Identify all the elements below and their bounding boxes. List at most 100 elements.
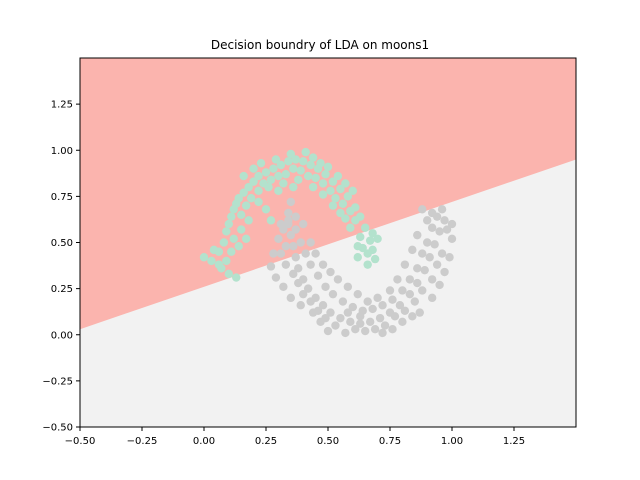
scatter-point-series-1 — [266, 216, 276, 225]
scatter-point-series-1 — [261, 168, 271, 177]
scatter-point-series-2 — [266, 262, 276, 271]
scatter-point-series-2 — [306, 260, 315, 269]
scatter-point-series-2 — [276, 249, 286, 258]
scatter-point-series-2 — [296, 238, 305, 247]
scatter-point-series-1 — [328, 177, 338, 186]
y-tick-label: 1.00 — [51, 146, 73, 157]
scatter-point-series-2 — [356, 312, 365, 321]
scatter-point-series-2 — [336, 313, 345, 323]
scatter-point-series-1 — [214, 260, 224, 269]
scatter-point-series-2 — [286, 293, 295, 303]
scatter-point-series-2 — [303, 284, 313, 293]
scatter-point-series-1 — [261, 205, 271, 214]
scatter-point-series-2 — [413, 230, 422, 240]
scatter-point-series-1 — [365, 236, 375, 245]
x-axis: −0.50 −0.25 0.00 0.25 0.50 0.75 1.00 1.25 — [65, 427, 525, 447]
x-tick-label: 0.00 — [193, 436, 215, 447]
scatter-point-series-1 — [291, 155, 300, 164]
scatter-point-series-2 — [286, 197, 295, 207]
scatter-point-series-2 — [331, 321, 340, 330]
scatter-point-series-2 — [375, 313, 385, 323]
scatter-point-series-2 — [351, 325, 360, 334]
scatter-point-series-1 — [331, 194, 340, 203]
scatter-point-series-2 — [410, 297, 419, 306]
scatter-point-series-1 — [246, 194, 256, 203]
scatter-point-series-2 — [353, 289, 362, 299]
scatter-point-series-1 — [289, 182, 298, 192]
scatter-point-series-1 — [311, 173, 320, 183]
scatter-point-series-2 — [423, 238, 432, 247]
scatter-point-series-2 — [415, 308, 424, 317]
scatter-point-series-1 — [209, 245, 219, 255]
scatter-points — [199, 147, 457, 338]
scatter-point-series-2 — [385, 286, 395, 295]
scatter-point-series-2 — [289, 269, 298, 279]
scatter-point-series-1 — [321, 170, 330, 179]
scatter-point-series-2 — [306, 238, 315, 247]
scatter-point-series-1 — [269, 164, 278, 173]
scatter-point-series-1 — [274, 171, 283, 181]
scatter-point-series-2 — [333, 275, 343, 284]
scatter-point-series-2 — [408, 312, 417, 321]
scatter-point-series-2 — [291, 253, 300, 262]
scatter-point-series-2 — [408, 245, 417, 255]
scatter-point-series-1 — [286, 149, 295, 159]
scatter-point-series-2 — [445, 253, 454, 262]
scatter-point-series-1 — [232, 273, 241, 282]
scatter-point-series-2 — [398, 317, 407, 327]
scatter-point-series-1 — [361, 223, 370, 232]
scatter-point-series-1 — [373, 234, 382, 244]
scatter-point-series-1 — [274, 186, 283, 196]
scatter-point-series-1 — [318, 179, 328, 188]
scatter-point-series-1 — [234, 241, 243, 251]
scatter-point-series-1 — [336, 184, 345, 194]
scatter-point-series-1 — [284, 157, 293, 166]
scatter-point-series-2 — [343, 282, 353, 291]
scatter-point-series-2 — [311, 249, 320, 258]
scatter-point-series-2 — [413, 264, 422, 273]
scatter-point-series-2 — [442, 225, 452, 234]
scatter-point-series-2 — [281, 260, 291, 269]
scatter-point-series-2 — [378, 328, 387, 338]
scatter-point-series-2 — [321, 282, 330, 291]
scatter-point-series-1 — [207, 256, 216, 266]
scatter-point-series-2 — [440, 267, 449, 277]
scatter-point-series-1 — [318, 190, 328, 199]
scatter-point-series-2 — [318, 301, 328, 310]
x-tick-label: 0.25 — [255, 436, 277, 447]
scatter-point-series-2 — [370, 325, 380, 334]
scatter-point-series-2 — [435, 227, 444, 236]
scatter-point-series-1 — [326, 186, 335, 196]
scatter-point-series-2 — [373, 293, 382, 303]
scatter-point-series-2 — [276, 219, 286, 229]
scatter-point-series-2 — [425, 253, 434, 262]
scatter-point-series-1 — [370, 254, 380, 264]
x-tick-label: 0.50 — [317, 436, 339, 447]
scatter-point-series-2 — [286, 230, 295, 240]
x-tick-label: 1.25 — [503, 436, 525, 447]
scatter-point-series-2 — [427, 293, 437, 303]
plot-area — [80, 58, 576, 427]
scatter-point-series-2 — [318, 260, 328, 269]
scatter-point-series-1 — [254, 171, 263, 181]
scatter-point-series-1 — [301, 147, 310, 157]
scatter-point-series-2 — [437, 205, 447, 214]
scatter-point-series-2 — [430, 240, 439, 249]
scatter-point-series-2 — [294, 278, 303, 288]
scatter-point-series-2 — [432, 260, 442, 269]
scatter-point-series-1 — [341, 214, 350, 223]
scatter-point-series-2 — [328, 289, 338, 299]
scatter-point-series-2 — [388, 325, 397, 334]
scatter-point-series-2 — [437, 249, 447, 258]
scatter-point-series-2 — [368, 304, 377, 314]
scatter-point-series-2 — [361, 326, 370, 336]
x-tick-label: −0.25 — [127, 436, 158, 447]
scatter-point-series-1 — [281, 170, 291, 179]
scatter-point-series-2 — [395, 301, 405, 310]
chart-title: Decision boundry of LDA on moons1 — [211, 38, 429, 52]
scatter-point-series-1 — [341, 179, 350, 188]
scatter-point-series-2 — [405, 289, 415, 299]
scatter-point-series-1 — [199, 253, 209, 262]
scatter-point-series-1 — [356, 232, 365, 242]
